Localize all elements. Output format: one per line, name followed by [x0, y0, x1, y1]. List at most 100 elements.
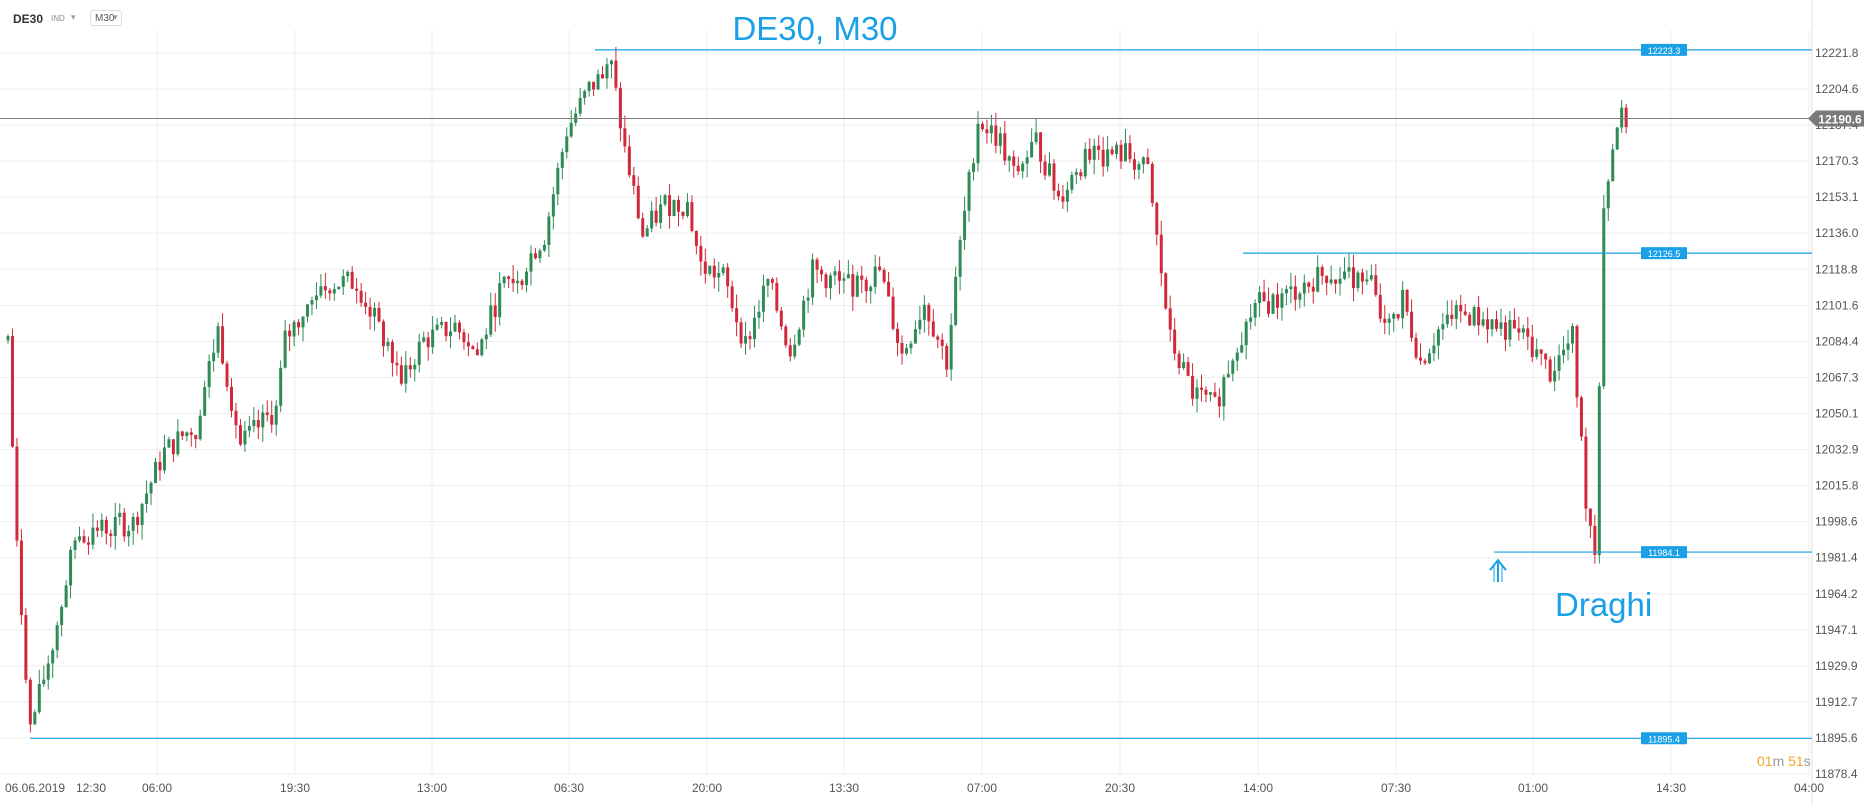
candle-body: [1025, 157, 1029, 164]
candle-body: [498, 283, 502, 318]
level-lines: 12223.3 12126.5 11984.1 11895.4: [30, 43, 1812, 745]
indicators-button[interactable]: IND: [51, 14, 65, 23]
candle-body: [1548, 359, 1552, 382]
candle-body: [390, 341, 394, 363]
candle-body: [1106, 149, 1110, 167]
level-tag: [1641, 247, 1687, 260]
candle-body: [685, 202, 689, 216]
candle-body: [739, 322, 743, 344]
candle-body: [1454, 304, 1458, 319]
candlestick-series: [6, 46, 1628, 733]
candle-body: [1611, 149, 1615, 182]
arrow-head: [1489, 558, 1507, 571]
y-axis: 12221.812204.612187.412170.312153.112136…: [1815, 46, 1859, 781]
candle-body: [860, 275, 864, 280]
candle-body: [1459, 304, 1463, 312]
candle-body: [1043, 161, 1047, 176]
candle-body: [1486, 319, 1490, 330]
y-tick-label: 12032.9: [1815, 443, 1859, 457]
candle-body: [118, 512, 122, 518]
candle-body: [203, 386, 207, 416]
candle-body: [1132, 159, 1136, 170]
candle-body: [533, 253, 537, 259]
candle-body: [699, 245, 703, 262]
candle-body: [1030, 142, 1034, 158]
candle-body: [945, 345, 949, 370]
candle-body: [1097, 145, 1101, 150]
candle-body: [520, 280, 524, 285]
timeframe-chevron-down-icon[interactable]: ▾: [113, 12, 118, 22]
y-tick-label: 12204.6: [1815, 82, 1859, 96]
x-tick-label: 13:00: [417, 781, 447, 795]
candle-body: [1575, 326, 1579, 398]
y-tick-label: 11981.4: [1815, 551, 1858, 565]
up-arrow-icon: [1489, 558, 1507, 583]
candle-body: [1419, 357, 1423, 361]
candle-body: [1593, 525, 1597, 556]
y-tick-label: 12067.3: [1815, 370, 1859, 384]
candle-body: [752, 317, 756, 340]
candle-body: [426, 337, 430, 348]
candle-body: [1258, 292, 1262, 304]
candle-body: [583, 90, 587, 99]
candle-body: [668, 195, 672, 217]
candle-body: [1159, 234, 1163, 274]
candle-body: [779, 310, 783, 327]
candle-body: [1503, 322, 1507, 340]
candle-body: [556, 167, 560, 195]
candle-body: [569, 122, 573, 137]
candle-body: [413, 364, 417, 370]
candle-body: [180, 431, 184, 437]
y-tick-label: 12101.6: [1815, 298, 1859, 312]
chevron-down-icon[interactable]: ▾: [71, 12, 76, 22]
candle-body: [717, 273, 721, 278]
candle-body: [1405, 289, 1409, 312]
candle-body: [1262, 292, 1266, 302]
candle-body: [802, 300, 806, 330]
candle-body: [10, 336, 14, 447]
candle-body: [1351, 267, 1355, 289]
candle-body: [833, 271, 837, 276]
candle-body: [1557, 355, 1561, 371]
candle-body: [1056, 190, 1060, 197]
chart-overlays: 12190.6: [0, 110, 1864, 583]
candle-body: [346, 271, 350, 277]
candle-body: [493, 305, 497, 318]
candle-body: [1544, 353, 1548, 360]
candle-body: [632, 175, 636, 186]
candle-body: [69, 549, 73, 586]
candle-body: [1620, 107, 1624, 128]
candle-body: [1217, 396, 1221, 407]
candle-body: [1199, 387, 1203, 390]
candle-body: [927, 304, 931, 322]
candle-body: [1517, 328, 1521, 333]
candle-body: [1208, 392, 1212, 395]
candle-body: [386, 341, 390, 347]
candle-body: [194, 434, 198, 440]
candle-body: [940, 339, 944, 346]
candle-body: [1307, 282, 1311, 287]
candle-body: [230, 386, 233, 411]
candle-body: [1253, 303, 1257, 318]
y-tick-label: 12153.1: [1815, 190, 1859, 204]
candle-body: [677, 199, 680, 212]
candle-body: [770, 279, 774, 283]
timer-seconds: 51: [1788, 753, 1804, 769]
candle-body: [435, 324, 439, 330]
candle-body: [1521, 328, 1525, 333]
candle-body: [735, 308, 739, 323]
candle-body: [963, 210, 967, 240]
candle-body: [1477, 307, 1481, 326]
timer-seconds-unit: s: [1803, 753, 1811, 769]
candle-body: [332, 289, 336, 294]
candle-body: [1584, 436, 1588, 509]
candle-body: [1016, 165, 1020, 172]
candle-body: [310, 300, 314, 305]
candle-body: [726, 267, 730, 287]
candle-body: [1495, 319, 1499, 329]
candle-body: [154, 461, 158, 483]
timeframe-select[interactable]: M30: [90, 10, 122, 26]
symbol-selector[interactable]: DE30: [13, 12, 44, 26]
chart-toolbar: DE30 IND ▾ M30 ▾: [0, 0, 1500, 40]
